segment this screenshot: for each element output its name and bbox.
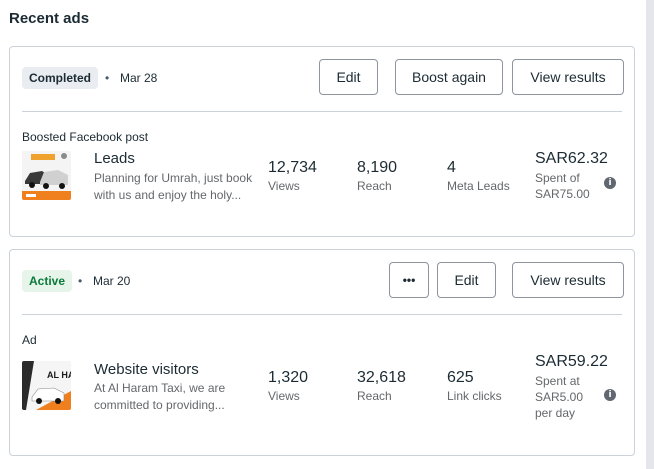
- divider: [22, 314, 622, 315]
- info-icon[interactable]: i: [604, 177, 616, 189]
- ad-thumbnail[interactable]: AL HA: [22, 361, 71, 410]
- views-value: 12,734: [268, 159, 317, 176]
- amount-spent: SAR59.22: [535, 353, 608, 370]
- status-badge: Completed: [22, 67, 99, 89]
- ad-description-line1: At Al Haram Taxi, we are: [94, 381, 226, 395]
- spend-caption-line3: per day: [535, 406, 576, 420]
- car-image-icon: [22, 151, 71, 200]
- reach-label: Reach: [357, 179, 392, 193]
- view-results-button[interactable]: View results: [512, 262, 624, 298]
- ad-description-line2: committed to providing...: [94, 398, 225, 412]
- leads-label: Meta Leads: [447, 179, 510, 193]
- ad-card-completed: Completed • Mar 28 Edit Boost again View…: [9, 46, 635, 237]
- spend-caption-line1: Spent at: [535, 374, 580, 388]
- ad-description-line1: Planning for Umrah, just book: [94, 171, 253, 185]
- more-options-button[interactable]: •••: [389, 262, 429, 298]
- spend-caption-line2: SAR5.00: [535, 390, 584, 404]
- scrollbar[interactable]: [646, 0, 654, 469]
- reach-value: 8,190: [357, 159, 398, 176]
- edit-button[interactable]: Edit: [437, 262, 496, 298]
- amount-spent: SAR62.32: [535, 150, 608, 167]
- taxi-image-icon: AL HA: [22, 361, 71, 410]
- link-clicks-value: 625: [447, 369, 474, 386]
- link-clicks-label: Link clicks: [447, 389, 502, 403]
- spend-caption-line1: Spent of: [535, 171, 580, 185]
- ad-card-active: Active • Mar 20 ••• Edit View results Ad…: [9, 249, 635, 456]
- ad-description-line2: with us and enjoy the holy...: [94, 188, 242, 202]
- separator-dot: •: [78, 274, 83, 288]
- page-title: Recent ads: [9, 10, 90, 27]
- views-value: 1,320: [268, 369, 309, 386]
- leads-value: 4: [447, 159, 456, 176]
- status-badge: Active: [22, 270, 73, 292]
- reach-value: 32,618: [357, 369, 406, 386]
- boost-again-button[interactable]: Boost again: [395, 59, 503, 95]
- edit-button[interactable]: Edit: [319, 59, 378, 95]
- view-results-button[interactable]: View results: [512, 59, 624, 95]
- thumb-text: AL HA: [47, 370, 71, 380]
- reach-label: Reach: [357, 389, 392, 403]
- separator-dot: •: [105, 71, 110, 85]
- divider: [22, 111, 622, 112]
- post-type: Ad: [22, 333, 37, 347]
- ad-date: Mar 28: [120, 71, 158, 85]
- info-icon[interactable]: i: [604, 389, 616, 401]
- ad-thumbnail[interactable]: [22, 151, 71, 200]
- views-label: Views: [268, 389, 300, 403]
- ad-title[interactable]: Leads: [94, 150, 135, 167]
- ad-date: Mar 20: [93, 274, 131, 288]
- post-type: Boosted Facebook post: [22, 130, 149, 144]
- ad-title[interactable]: Website visitors: [94, 361, 199, 378]
- spend-caption-line2: SAR75.00: [535, 187, 590, 201]
- views-label: Views: [268, 179, 300, 193]
